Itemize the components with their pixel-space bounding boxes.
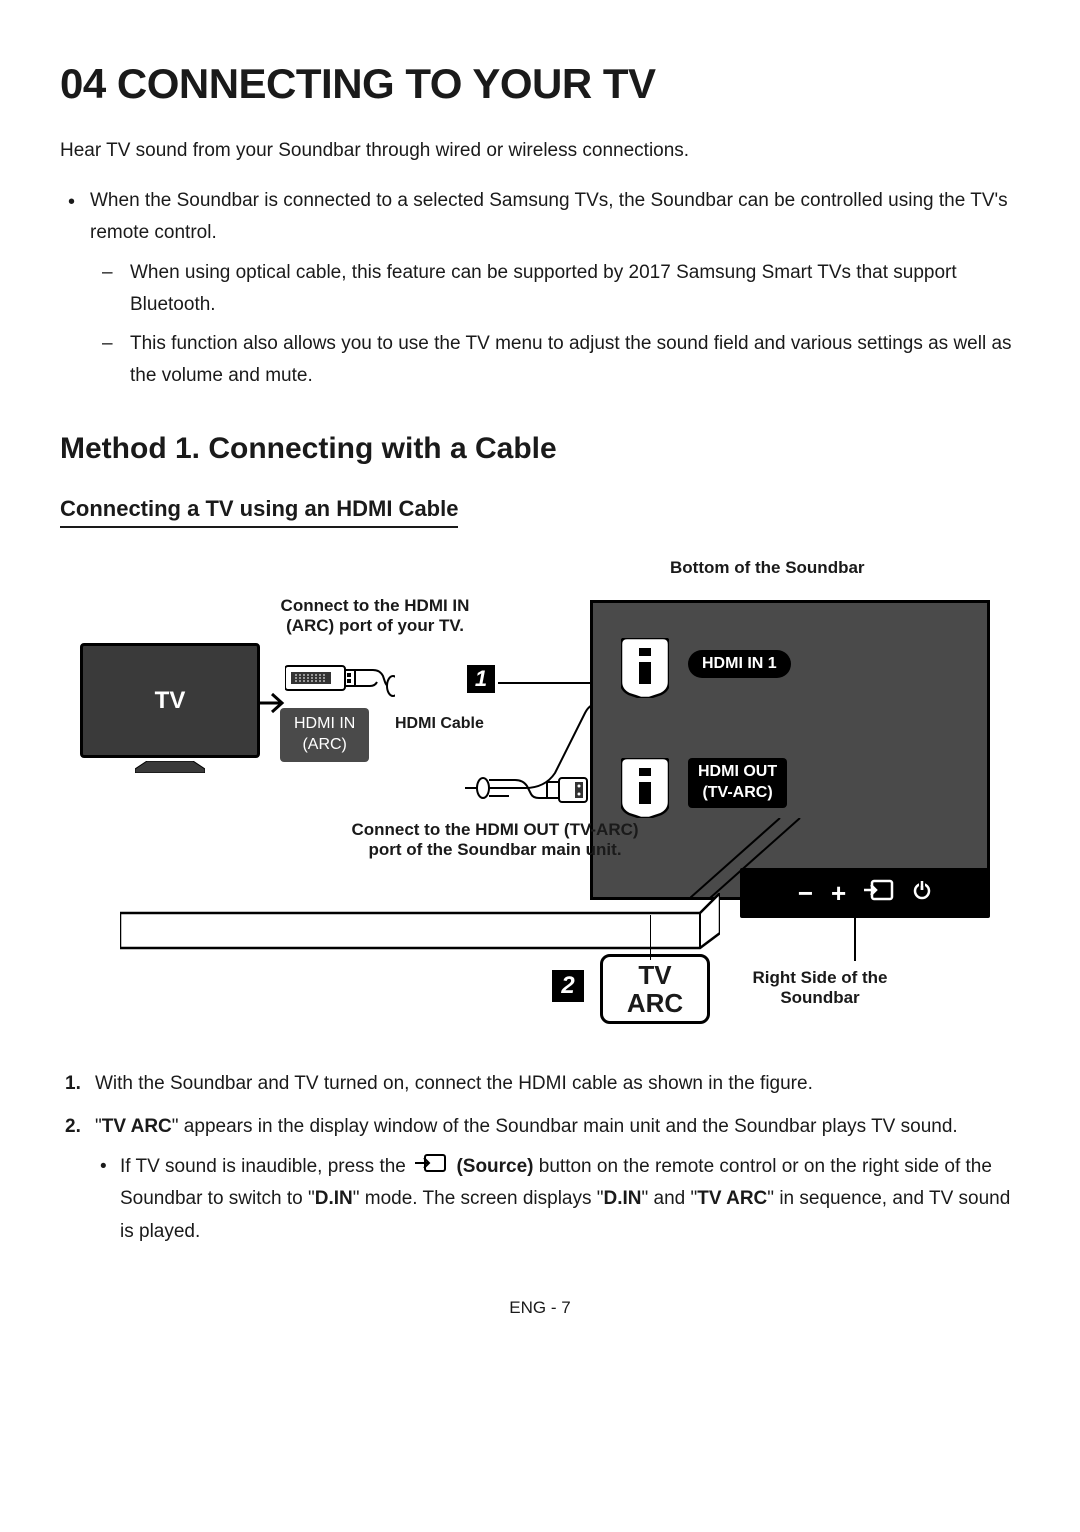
intro-text: Hear TV sound from your Soundbar through… (60, 138, 1020, 165)
text: If TV sound is inaudible, press the (120, 1156, 411, 1177)
method-heading: Method 1. Connecting with a Cable (60, 432, 1020, 466)
bold-text: D.IN (604, 1188, 642, 1209)
hdmi-connector-soundbar (475, 768, 595, 808)
label-line: port of the Soundbar main unit. (340, 840, 650, 860)
tv-arc-display: TV ARC (600, 954, 710, 1024)
label-line: HDMI OUT (698, 762, 777, 783)
hdmi-in-1-label: HDMI IN 1 (688, 650, 791, 678)
label-line: Soundbar (740, 988, 900, 1008)
label-line: HDMI IN (294, 714, 355, 735)
bold-text: TV ARC (102, 1116, 172, 1137)
page-title: 04 CONNECTING TO YOUR TV (60, 60, 1020, 108)
soundbar-body-icon (120, 893, 720, 948)
label-line: (TV-ARC) (698, 783, 777, 804)
bold-text: D.IN (315, 1188, 353, 1209)
plus-icon: + (831, 878, 846, 909)
connect-hdmi-in-label: Connect to the HDMI IN (ARC) port of you… (260, 596, 490, 636)
sub-bullet-list: If TV sound is inaudible, press the (Sou… (95, 1151, 1020, 1248)
hdmi-in-arc-label: HDMI IN (ARC) (280, 708, 369, 762)
bullet-item: When the Soundbar is connected to a sele… (90, 185, 1020, 393)
tv-arc-line: TV (638, 961, 671, 990)
text: " appears in the display window of the S… (172, 1116, 958, 1137)
source-icon (415, 1151, 447, 1183)
bold-text: TV ARC (697, 1188, 767, 1209)
bold-text: (Source) (456, 1156, 533, 1177)
label-line: Connect to the HDMI IN (260, 596, 490, 616)
text: " mode. The screen displays " (353, 1188, 604, 1209)
dash-item: This function also allows you to use the… (130, 328, 1020, 393)
source-icon (864, 879, 894, 907)
intro-bullets: When the Soundbar is connected to a sele… (60, 185, 1020, 393)
callout-2: 2 (550, 968, 586, 1004)
step-2: "TV ARC" appears in the display window o… (95, 1111, 1020, 1248)
text: " and " (642, 1188, 698, 1209)
tv-illustration: TV (80, 643, 260, 758)
leader-line-side (850, 916, 860, 961)
label-line: (ARC) port of your TV. (260, 616, 490, 636)
bullet-text: When the Soundbar is connected to a sele… (90, 190, 1008, 243)
tv-arc-line: ARC (627, 989, 683, 1018)
connect-hdmi-out-label: Connect to the HDMI OUT (TV-ARC) port of… (340, 820, 650, 860)
tv-stand-icon (135, 761, 205, 773)
hdmi-out-port-icon (621, 758, 669, 818)
hdmi-out-label: HDMI OUT (TV-ARC) (688, 758, 787, 808)
page-footer: ENG - 7 (60, 1298, 1020, 1318)
sub-bullet-item: If TV sound is inaudible, press the (Sou… (120, 1151, 1020, 1248)
step-1: With the Soundbar and TV turned on, conn… (95, 1068, 1020, 1100)
connection-diagram: Bottom of the Soundbar Connect to the HD… (60, 558, 1020, 1038)
bottom-soundbar-label: Bottom of the Soundbar (670, 558, 865, 578)
leader-line-panel (690, 818, 810, 898)
dash-item: When using optical cable, this feature c… (130, 257, 1020, 322)
right-side-label: Right Side of the Soundbar (740, 968, 900, 1008)
text: " (95, 1116, 102, 1137)
tv-label: TV (155, 687, 186, 715)
steps-list: With the Soundbar and TV turned on, conn… (60, 1068, 1020, 1248)
sub-heading: Connecting a TV using an HDMI Cable (60, 496, 458, 528)
dash-list: When using optical cable, this feature c… (90, 257, 1020, 392)
hdmi-in-1-port-icon (621, 638, 669, 698)
label-line: Right Side of the (740, 968, 900, 988)
label-line: Connect to the HDMI OUT (TV-ARC) (340, 820, 650, 840)
label-line: (ARC) (294, 735, 355, 756)
hdmi-connector-tv (285, 658, 395, 698)
power-icon (912, 880, 932, 906)
